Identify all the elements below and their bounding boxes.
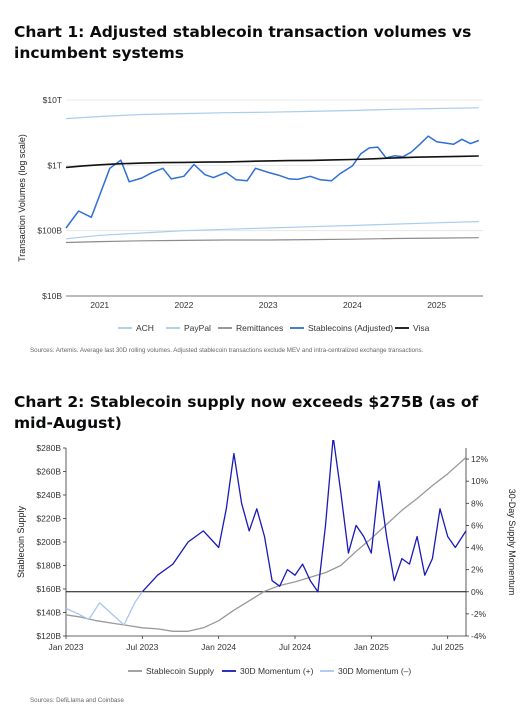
series-line-30d-momentum (65, 591, 143, 626)
left-tick-label: $240B (36, 490, 61, 500)
y-tick-label: $100B (37, 226, 62, 236)
x-tick-label: Jul 2025 (432, 642, 464, 652)
x-tick-label: Jan 2024 (201, 642, 236, 652)
x-tick-label: Jan 2023 (49, 642, 84, 652)
chart2-source-note: Sources: DefiLlama and Coinbase (30, 697, 124, 704)
y-tick-label: $10T (43, 95, 62, 105)
chart2-title: Chart 2: Stablecoin supply now exceeds $… (14, 393, 479, 432)
legend-label-30d-momentum: 30D Momentum (+) (240, 666, 314, 676)
left-tick-label: $140B (36, 608, 61, 618)
legend-label-visa: Visa (413, 323, 430, 333)
x-tick-label: 2024 (343, 300, 362, 310)
legend-label-stablecoins-adjusted: Stablecoins (Adjusted) (308, 323, 393, 333)
x-tick-label: Jan 2025 (354, 642, 389, 652)
series-line-paypal (65, 220, 479, 240)
y-axis-label: Stablecoin Supply (16, 505, 26, 578)
x-tick-label: 2025 (427, 300, 446, 310)
chart2: $280B $260B $240B $220B $200B $180B $160B $140B… (16, 440, 517, 676)
legend-label-paypal: PayPal (184, 323, 211, 333)
series-line-30d-momentum (141, 440, 467, 593)
right-tick-label: 4% (471, 543, 484, 553)
left-tick-label: $220B (36, 514, 61, 524)
x-tick-label: Jul 2023 (126, 642, 158, 652)
right-tick-label: 6% (471, 520, 484, 530)
left-tick-label: $120B (36, 631, 61, 641)
left-tick-label: $260B (36, 467, 61, 477)
left-tick-label: $160B (36, 584, 61, 594)
chart1: $10T $1T $100B $10B 2021 2022 2023 2024 2025 Tran… (17, 95, 483, 333)
series-line-stablecoins-adjusted (65, 135, 480, 229)
series-line-remittances (65, 237, 479, 244)
right-tick-label: 0% (471, 587, 484, 597)
x-tick-label: 2023 (259, 300, 278, 310)
right-tick-label: 2% (471, 565, 484, 575)
series-line-ach (65, 107, 479, 120)
legend-label-stablecoin-supply: Stablecoin Supply (146, 666, 215, 676)
x-tick-label: Jul 2024 (279, 642, 311, 652)
chart1-source-note: Sources: Artemis. Average last 30D rolli… (30, 347, 424, 354)
right-tick-label: -2% (471, 609, 487, 619)
right-tick-label: 8% (471, 498, 484, 508)
x-tick-label: 2021 (90, 300, 109, 310)
left-tick-label: $180B (36, 561, 61, 571)
left-tick-label: $280B (36, 443, 61, 453)
y2-axis-label: 30-Day Supply Momentum (507, 489, 517, 596)
right-tick-label: 12% (471, 454, 488, 464)
x-tick-label: 2022 (174, 300, 193, 310)
y-tick-label: $1T (47, 160, 62, 170)
series-line-visa (65, 155, 479, 169)
left-tick-label: $200B (36, 537, 61, 547)
right-tick-label: 10% (471, 476, 488, 486)
series-line-stablecoin-supply (65, 456, 467, 632)
legend-label-remittances: Remittances (236, 323, 283, 333)
chart1-title: Chart 1: Adjusted stablecoin transaction… (14, 23, 472, 62)
legend-label-30d-momentum: 30D Momentum (–) (338, 666, 411, 676)
y-tick-label: $10B (42, 291, 62, 301)
y-axis-label: Transaction Volumes (log scale) (17, 134, 27, 262)
legend-label-ach: ACH (136, 323, 154, 333)
right-tick-label: -4% (471, 631, 487, 641)
